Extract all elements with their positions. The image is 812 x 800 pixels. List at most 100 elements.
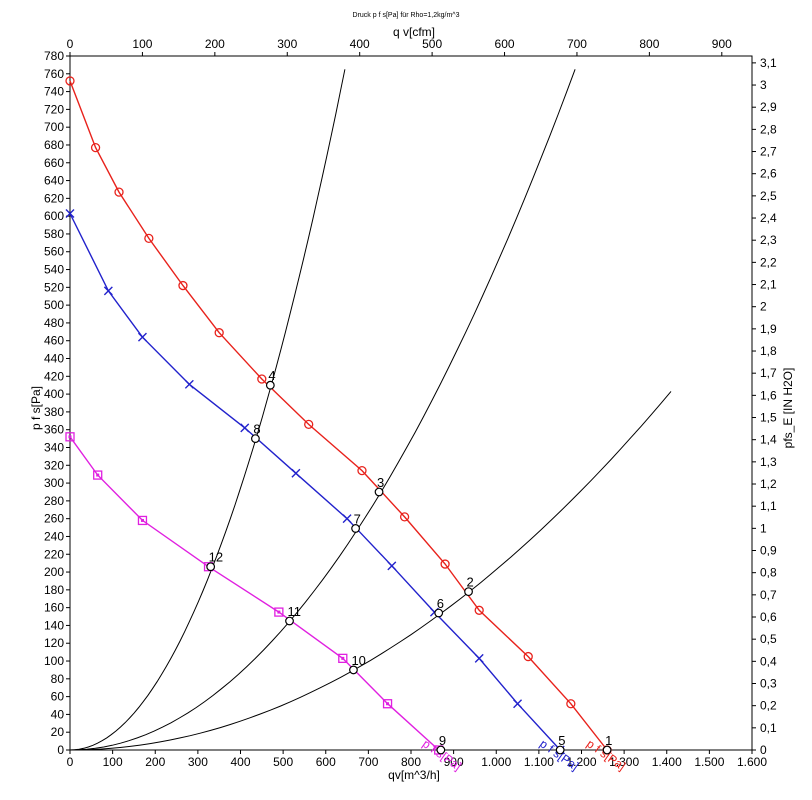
data-point <box>65 208 75 218</box>
operating-point-label: 11 <box>288 604 302 619</box>
top-x-tick-label: 500 <box>422 37 442 51</box>
y-tick-label: 60 <box>51 690 65 704</box>
right-y-tick-label: 1,1 <box>760 499 777 513</box>
x-tick-label: 300 <box>188 755 208 769</box>
operating-point <box>351 524 360 533</box>
data-point <box>103 286 113 296</box>
x-tick-label: 800 <box>401 755 421 769</box>
right-y-tick-label: 0,8 <box>760 566 777 580</box>
right-y-tick-label: 0 <box>760 743 767 757</box>
top-x-axis-label: q v[cfm] <box>393 25 435 39</box>
right-y-tick-label: 2,6 <box>760 167 777 181</box>
x-tick-label: 0 <box>67 755 74 769</box>
right-y-tick-label: 1,8 <box>760 344 777 358</box>
y-tick-label: 440 <box>44 352 64 366</box>
top-x-tick-label: 800 <box>639 37 659 51</box>
chart-title: Druck p f s[Pa] für Rho=1,2kg/m^3 <box>353 12 460 19</box>
right-y-tick-label: 1 <box>760 521 767 535</box>
right-y-tick-label: 0,3 <box>760 677 777 691</box>
operating-point <box>602 745 612 755</box>
data-point <box>566 699 576 709</box>
right-y-tick-label: 0,1 <box>760 721 777 735</box>
y-tick-label: 600 <box>44 209 64 223</box>
data-point <box>114 187 124 197</box>
y-tick-label: 420 <box>44 369 64 383</box>
operating-point <box>349 665 358 675</box>
x-tick-label: 100 <box>103 755 123 769</box>
right-y-tick-label: 0,7 <box>760 588 777 602</box>
y-tick-label: 380 <box>44 405 64 419</box>
data-point-inner <box>386 702 390 706</box>
y-tick-label: 620 <box>44 191 64 205</box>
left-y-axis-label: p f s[Pa] <box>29 386 43 430</box>
x-tick-label: 400 <box>230 755 250 769</box>
data-point-inner <box>96 473 100 477</box>
right-y-tick-label: 2,2 <box>760 255 777 269</box>
fan-curve-line <box>69 213 561 751</box>
right-y-tick-label: 1,3 <box>760 455 777 469</box>
data-point <box>184 379 194 389</box>
x-tick-label: 1.400 <box>652 755 682 769</box>
data-point <box>291 468 301 478</box>
operating-point <box>555 745 565 755</box>
y-tick-label: 240 <box>44 529 64 543</box>
top-x-tick-label: 200 <box>205 37 225 51</box>
y-tick-label: 640 <box>44 174 64 188</box>
y-tick-label: 0 <box>57 743 64 757</box>
data-point <box>357 465 367 476</box>
right-y-axis-label: pfs_E [IN H2O] <box>781 368 795 449</box>
y-tick-label: 260 <box>44 512 64 526</box>
right-y-tick-label: 0,4 <box>760 654 777 668</box>
x-tick-label: 1.500 <box>694 755 724 769</box>
right-y-tick-label: 0,9 <box>760 544 777 558</box>
right-y-tick-label: 2,8 <box>760 122 777 136</box>
right-y-tick-label: 3,1 <box>760 56 777 70</box>
y-tick-label: 520 <box>44 280 64 294</box>
x-tick-label: 1.300 <box>609 755 639 769</box>
y-tick-label: 780 <box>44 49 64 63</box>
operating-point-label: 2 <box>467 575 474 590</box>
data-point-inner <box>277 610 281 614</box>
y-tick-label: 560 <box>44 245 64 259</box>
fan-curve-line <box>69 80 608 751</box>
x-tick-label: 1.600 <box>737 755 767 769</box>
y-tick-label: 340 <box>44 440 64 454</box>
y-tick-label: 540 <box>44 263 64 277</box>
top-x-tick-label: 400 <box>350 37 370 51</box>
x-tick-label: 1.100 <box>524 755 554 769</box>
y-tick-label: 180 <box>44 583 64 597</box>
y-tick-label: 740 <box>44 85 64 99</box>
right-y-tick-label: 2,5 <box>760 189 777 203</box>
data-point <box>338 653 348 664</box>
right-y-tick-label: 1,5 <box>760 411 777 425</box>
x-tick-label: 1.200 <box>566 755 596 769</box>
system-curve <box>69 391 672 751</box>
data-point <box>65 432 75 442</box>
operating-point-label: 9 <box>439 733 446 748</box>
data-point <box>90 142 101 153</box>
operating-point <box>206 562 216 572</box>
right-y-tick-label: 0,5 <box>760 632 777 646</box>
right-y-tick-label: 1,6 <box>760 388 777 402</box>
data-point <box>257 374 267 384</box>
y-tick-label: 720 <box>44 102 64 116</box>
right-y-tick-label: 0,2 <box>760 699 777 713</box>
fan-curve-line <box>69 436 440 751</box>
data-point <box>474 653 484 663</box>
y-tick-label: 200 <box>44 565 64 579</box>
right-y-tick-label: 2,3 <box>760 233 777 247</box>
right-y-tick-label: 0,6 <box>760 610 777 624</box>
right-y-tick-label: 1,9 <box>760 322 777 336</box>
y-tick-label: 280 <box>44 494 64 508</box>
y-tick-label: 320 <box>44 458 64 472</box>
y-tick-label: 360 <box>44 423 64 437</box>
plot-frame <box>69 55 753 751</box>
top-x-tick-label: 0 <box>67 37 74 51</box>
y-tick-label: 680 <box>44 138 64 152</box>
data-point <box>387 561 397 571</box>
operating-point-label: 4 <box>268 368 275 383</box>
y-tick-label: 220 <box>44 547 64 561</box>
x-tick-label: 1.000 <box>481 755 511 769</box>
top-x-tick-label: 900 <box>712 37 732 51</box>
top-x-tick-label: 100 <box>132 37 152 51</box>
